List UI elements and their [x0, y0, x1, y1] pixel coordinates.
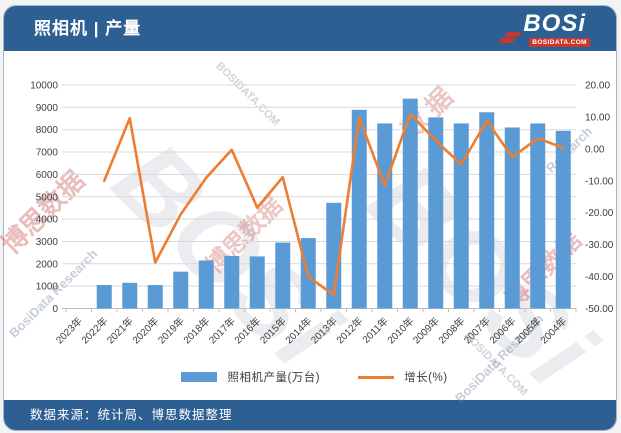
chart-legend: 照相机产量(万台) 增长(%): [4, 369, 616, 385]
footer-bar: 数据来源：统计局、博思数据整理: [4, 400, 616, 430]
logo-domain-text: BOSIDATA.COM: [529, 38, 590, 47]
report-card: 照相机 | 产量 BOSi BOSIDATA.COM 照相机产量(万台) 增长(…: [3, 5, 617, 431]
page-title: 照相机 | 产量: [34, 19, 142, 38]
logo-stripe-icon: [498, 38, 516, 43]
bosi-logo: BOSi BOSIDATA.COM: [494, 11, 590, 47]
legend-bar-label: 照相机产量(万台): [227, 372, 321, 384]
header-bar: 照相机 | 产量 BOSi BOSIDATA.COM: [4, 6, 616, 51]
data-source-note: 数据来源：统计局、博思数据整理: [30, 408, 233, 422]
logo-brand-text: BOSi: [523, 10, 586, 37]
legend-line-swatch: [358, 375, 395, 379]
logo-stripe-icon: [504, 32, 522, 37]
legend-bar-swatch: [181, 372, 218, 382]
legend-line-label: 增长(%): [404, 372, 448, 384]
